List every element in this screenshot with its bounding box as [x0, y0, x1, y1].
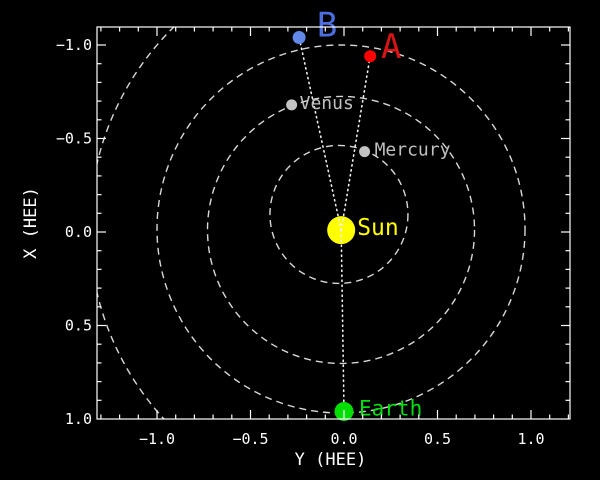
- plot-frame: [96, 26, 571, 420]
- stereo-b-label: B: [317, 6, 337, 46]
- x-tick-label: 0.5: [424, 430, 451, 448]
- sun-to-stereo-a-line: [340, 55, 371, 231]
- sun-label: Sun: [357, 215, 399, 241]
- sun-to-earth-line: [340, 229, 345, 413]
- venus-orbit: [206, 95, 476, 365]
- x-tick-label: −1.0: [139, 430, 175, 448]
- y-tick-label: 0.0: [65, 223, 92, 241]
- stereo-a-label: A: [381, 27, 401, 67]
- stereo-b-dot: [292, 31, 306, 45]
- y-tick-label: 1.0: [65, 410, 92, 428]
- x-tick-label: 0.0: [330, 430, 357, 448]
- y-axis-title: X (HEE): [21, 187, 41, 259]
- axis-ticks: [97, 27, 570, 419]
- venus-dot: [286, 99, 298, 111]
- mercury-dot: [359, 146, 371, 158]
- y-tick-label: −0.5: [56, 130, 92, 148]
- connector-lines: [298, 36, 371, 413]
- mercury-orbit: [269, 144, 409, 285]
- stereo-a-dot: [364, 50, 377, 63]
- y-tick-label: 0.5: [65, 317, 92, 335]
- x-tick-label: −0.5: [232, 430, 268, 448]
- earth-label: Earth: [359, 397, 422, 421]
- sun-to-stereo-b-line: [298, 36, 342, 231]
- x-tick-label: 1.0: [517, 430, 544, 448]
- venus-label: Venus: [300, 93, 354, 114]
- y-tick-label: −1.0: [56, 36, 92, 54]
- x-axis-title: Y (HEE): [295, 450, 367, 470]
- mercury-label: Mercury: [375, 140, 451, 161]
